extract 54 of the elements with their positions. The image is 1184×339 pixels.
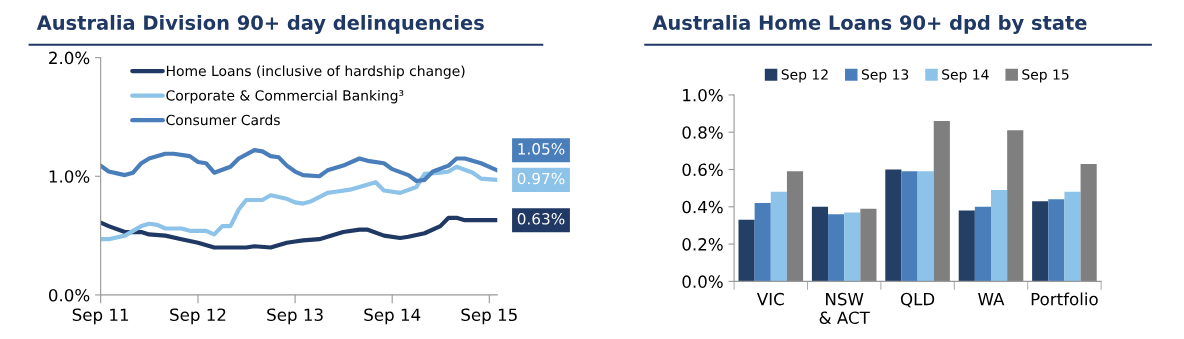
bar <box>786 171 804 282</box>
y-tick-label: 1.0% <box>683 88 723 102</box>
bar <box>991 190 1008 282</box>
bar <box>1064 191 1081 282</box>
line-series <box>100 215 498 250</box>
bar <box>917 171 934 282</box>
y-tick-label: 0.4% <box>682 200 723 214</box>
x-tick-label: Sep 11 <box>72 308 129 325</box>
bar <box>885 169 902 282</box>
bar <box>811 206 829 282</box>
x-tick-label: Sep 12 <box>170 308 226 325</box>
bar <box>901 171 918 282</box>
x-tick-label: WA <box>978 292 1005 306</box>
bar <box>754 203 771 282</box>
bar <box>738 219 755 282</box>
x-tick-label: Portfolio <box>1031 292 1098 306</box>
bar <box>828 214 845 282</box>
bar <box>933 121 950 282</box>
x-tick-label: QLD <box>900 292 935 308</box>
x-tick-label: Sep 13 <box>267 308 323 325</box>
line-series <box>100 148 498 184</box>
legend-label: Sep 15 <box>1022 69 1069 83</box>
annotation: 0.63% <box>517 213 565 225</box>
bar <box>1007 130 1024 282</box>
y-tick-label: 0.0% <box>48 288 90 302</box>
bar <box>958 210 975 282</box>
bar <box>1032 201 1049 282</box>
y-tick-label: 2.0% <box>49 51 90 65</box>
legend-label: Sep 12 <box>781 69 828 83</box>
y-tick-label: 1.0% <box>49 170 90 183</box>
chart-title: Australia Home Loans 90+ dpd by state <box>652 14 1087 34</box>
bar <box>770 191 787 282</box>
legend-label: Corporate & Commercial Banking³ <box>166 89 404 104</box>
legend-label: Consumer Cards <box>166 114 280 126</box>
bar <box>860 208 877 282</box>
x-tick-label: Sep 15 <box>461 308 517 325</box>
annotation: 1.05% <box>518 143 565 155</box>
annotation: 0.97% <box>517 172 565 185</box>
bar <box>1080 163 1097 282</box>
bar <box>844 212 861 282</box>
chart-title: Australia Division 90+ day delinquencies <box>36 14 484 34</box>
legend-label: Home Loans (inclusive of hardship change) <box>166 65 465 79</box>
x-tick-label: VIC <box>756 292 784 306</box>
y-tick-label: 0.0% <box>682 275 723 288</box>
y-tick-label: 0.8% <box>682 126 723 139</box>
bar <box>1048 199 1065 282</box>
legend-label: Sep 13 <box>861 69 909 83</box>
legend-label: Sep 14 <box>942 69 989 83</box>
bar <box>974 206 992 282</box>
line-series <box>100 164 498 242</box>
x-tick-label: Sep 14 <box>364 308 421 325</box>
x-tick-label: NSW & ACT <box>819 292 870 325</box>
y-tick-label: 0.6% <box>682 163 723 177</box>
y-tick-label: 0.2% <box>682 238 723 251</box>
